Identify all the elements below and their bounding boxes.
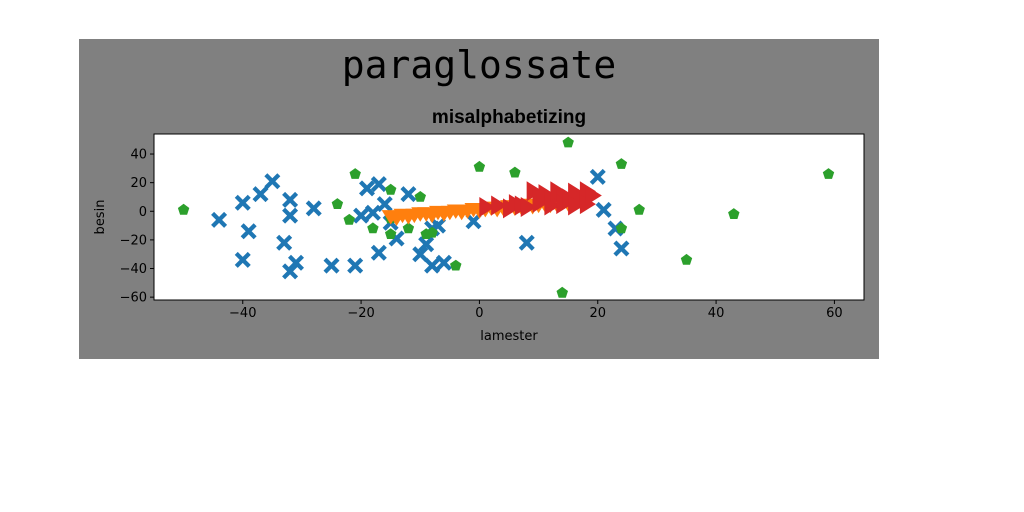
x-tick-label: 20 — [589, 306, 606, 321]
data-point-x — [595, 201, 612, 218]
data-point-x — [211, 211, 228, 228]
y-tick-label: 40 — [130, 148, 147, 163]
data-point-x — [282, 207, 299, 224]
data-point-x — [282, 191, 299, 208]
data-point-pentagon — [615, 222, 628, 234]
data-point-x — [305, 200, 322, 217]
figure-suptitle: paraglossate — [341, 43, 617, 87]
plot-frame — [153, 133, 865, 301]
data-point-pentagon — [680, 253, 693, 265]
data-point-pentagon — [562, 136, 574, 148]
data-point-pentagon — [426, 226, 438, 238]
x-tick-label: −40 — [229, 306, 256, 321]
chart-title: misalphabetizing — [432, 107, 586, 128]
data-point-pentagon — [728, 208, 740, 219]
data-point-pentagon — [367, 222, 379, 234]
data-point-pentagon — [450, 259, 462, 271]
data-point-x — [264, 173, 281, 190]
data-point-pentagon — [177, 203, 190, 215]
data-point-x — [465, 213, 482, 230]
data-point-x — [412, 246, 429, 263]
data-point-x — [400, 186, 417, 203]
data-point-pentagon — [385, 183, 397, 195]
data-point-x — [424, 257, 441, 274]
scatter-chart: misalphabetizing −40 −20 0 20 40 60 −60 −40 −20 0 2… — [93, 107, 865, 344]
y-tick-label: 20 — [130, 176, 147, 191]
y-tick-label: −40 — [120, 262, 147, 277]
data-point-x — [282, 263, 299, 280]
data-point-pentagon — [414, 191, 426, 202]
data-point-x — [370, 176, 387, 193]
data-point-x — [589, 168, 606, 185]
data-point-pentagon — [331, 198, 344, 209]
data-point-x — [364, 204, 381, 221]
data-point-triangle-right — [479, 196, 496, 217]
y-tick-label: 0 — [139, 205, 147, 220]
data-point-triangle-right — [585, 185, 602, 206]
x-axis-label: lamester — [480, 329, 538, 344]
figure-canvas: paraglossate misalphabetizing −40 −20 0 20 40… — [79, 39, 879, 359]
plot-area — [154, 134, 864, 300]
y-tick-label: −60 — [120, 291, 147, 306]
x-tick-label: 60 — [826, 306, 843, 321]
data-point-pentagon — [822, 168, 835, 179]
data-point-pentagon — [615, 158, 628, 169]
data-point-pentagon — [556, 286, 568, 298]
data-point-pentagon — [633, 203, 645, 215]
data-point-x — [435, 254, 452, 271]
data-point-x — [234, 251, 251, 268]
x-tick-label: 0 — [475, 306, 483, 321]
data-point-x — [353, 207, 370, 224]
data-point-x — [518, 234, 535, 251]
data-point-x — [347, 257, 364, 274]
data-point-x — [240, 223, 257, 240]
data-point-x — [359, 180, 375, 197]
data-point-pentagon — [343, 213, 355, 225]
x-tick-label: 40 — [708, 306, 725, 321]
data-point-x — [418, 236, 435, 253]
data-point-x — [376, 196, 393, 213]
data-point-pentagon — [385, 228, 397, 239]
data-point-pentagon — [402, 222, 415, 234]
data-point-pentagon — [349, 168, 361, 179]
data-point-triangle-right — [491, 195, 508, 216]
data-point-pentagon — [473, 160, 486, 172]
data-point-x — [252, 186, 269, 203]
data-point-pentagon — [509, 166, 521, 178]
data-point-x — [370, 244, 387, 261]
y-axis-label: besin — [93, 200, 108, 235]
y-tick-label: −20 — [120, 233, 147, 248]
x-tick-label: −20 — [347, 306, 374, 321]
data-point-x — [613, 240, 630, 257]
data-point-x — [276, 234, 293, 251]
data-point-x — [323, 257, 340, 274]
data-point-x — [234, 194, 251, 211]
data-point-triangle-right — [520, 196, 537, 217]
